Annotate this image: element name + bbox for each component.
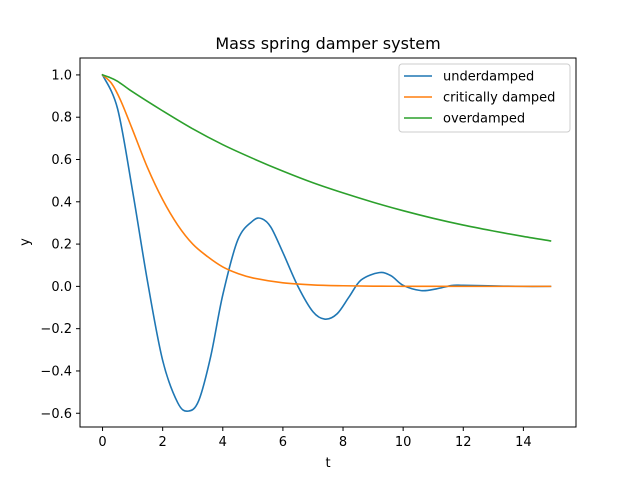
x-tick-label: 12 xyxy=(455,435,472,450)
y-tick-label: 0.0 xyxy=(51,280,72,295)
axes-frame xyxy=(79,57,577,428)
y-tick-label: 0.4 xyxy=(51,195,72,210)
x-tick-label: 6 xyxy=(279,435,287,450)
x-tick-label: 4 xyxy=(219,435,227,450)
y-tick-label: 1.0 xyxy=(51,68,72,83)
x-tick-label: 8 xyxy=(339,435,347,450)
y-axis-label: y xyxy=(18,238,33,246)
series-line-overdamped xyxy=(101,73,552,242)
y-tick-label: −0.4 xyxy=(40,364,72,379)
y-tick-label: −0.2 xyxy=(40,322,72,337)
legend-label-critically-damped: critically damped xyxy=(443,91,555,106)
series-layer xyxy=(101,73,552,413)
x-axis-label: t xyxy=(325,456,330,471)
legend-label-overdamped: overdamped xyxy=(443,112,525,127)
legend-label-underdamped: underdamped xyxy=(443,70,534,85)
x-axis: 0 2 4 6 8 10 12 14 xyxy=(98,427,532,450)
y-tick-label: 0.8 xyxy=(51,111,72,126)
x-tick-label: 2 xyxy=(159,435,167,450)
y-tick-label: −0.6 xyxy=(40,407,72,422)
y-tick-label: 0.2 xyxy=(51,238,72,253)
x-tick-label: 14 xyxy=(515,435,532,450)
series-line-critically-damped xyxy=(101,73,552,288)
series-line-underdamped xyxy=(101,73,552,413)
plot-area xyxy=(79,57,577,428)
legend: underdamped critically damped overdamped xyxy=(398,63,571,133)
x-tick-label: 0 xyxy=(98,435,106,450)
y-axis: −0.6 −0.4 −0.2 0.0 0.2 0.4 0.6 0.8 1.0 xyxy=(40,68,80,422)
y-tick-label: 0.6 xyxy=(51,153,72,168)
x-tick-label: 10 xyxy=(395,435,412,450)
chart-title: Mass spring damper system xyxy=(215,34,440,53)
legend-box xyxy=(398,63,571,133)
